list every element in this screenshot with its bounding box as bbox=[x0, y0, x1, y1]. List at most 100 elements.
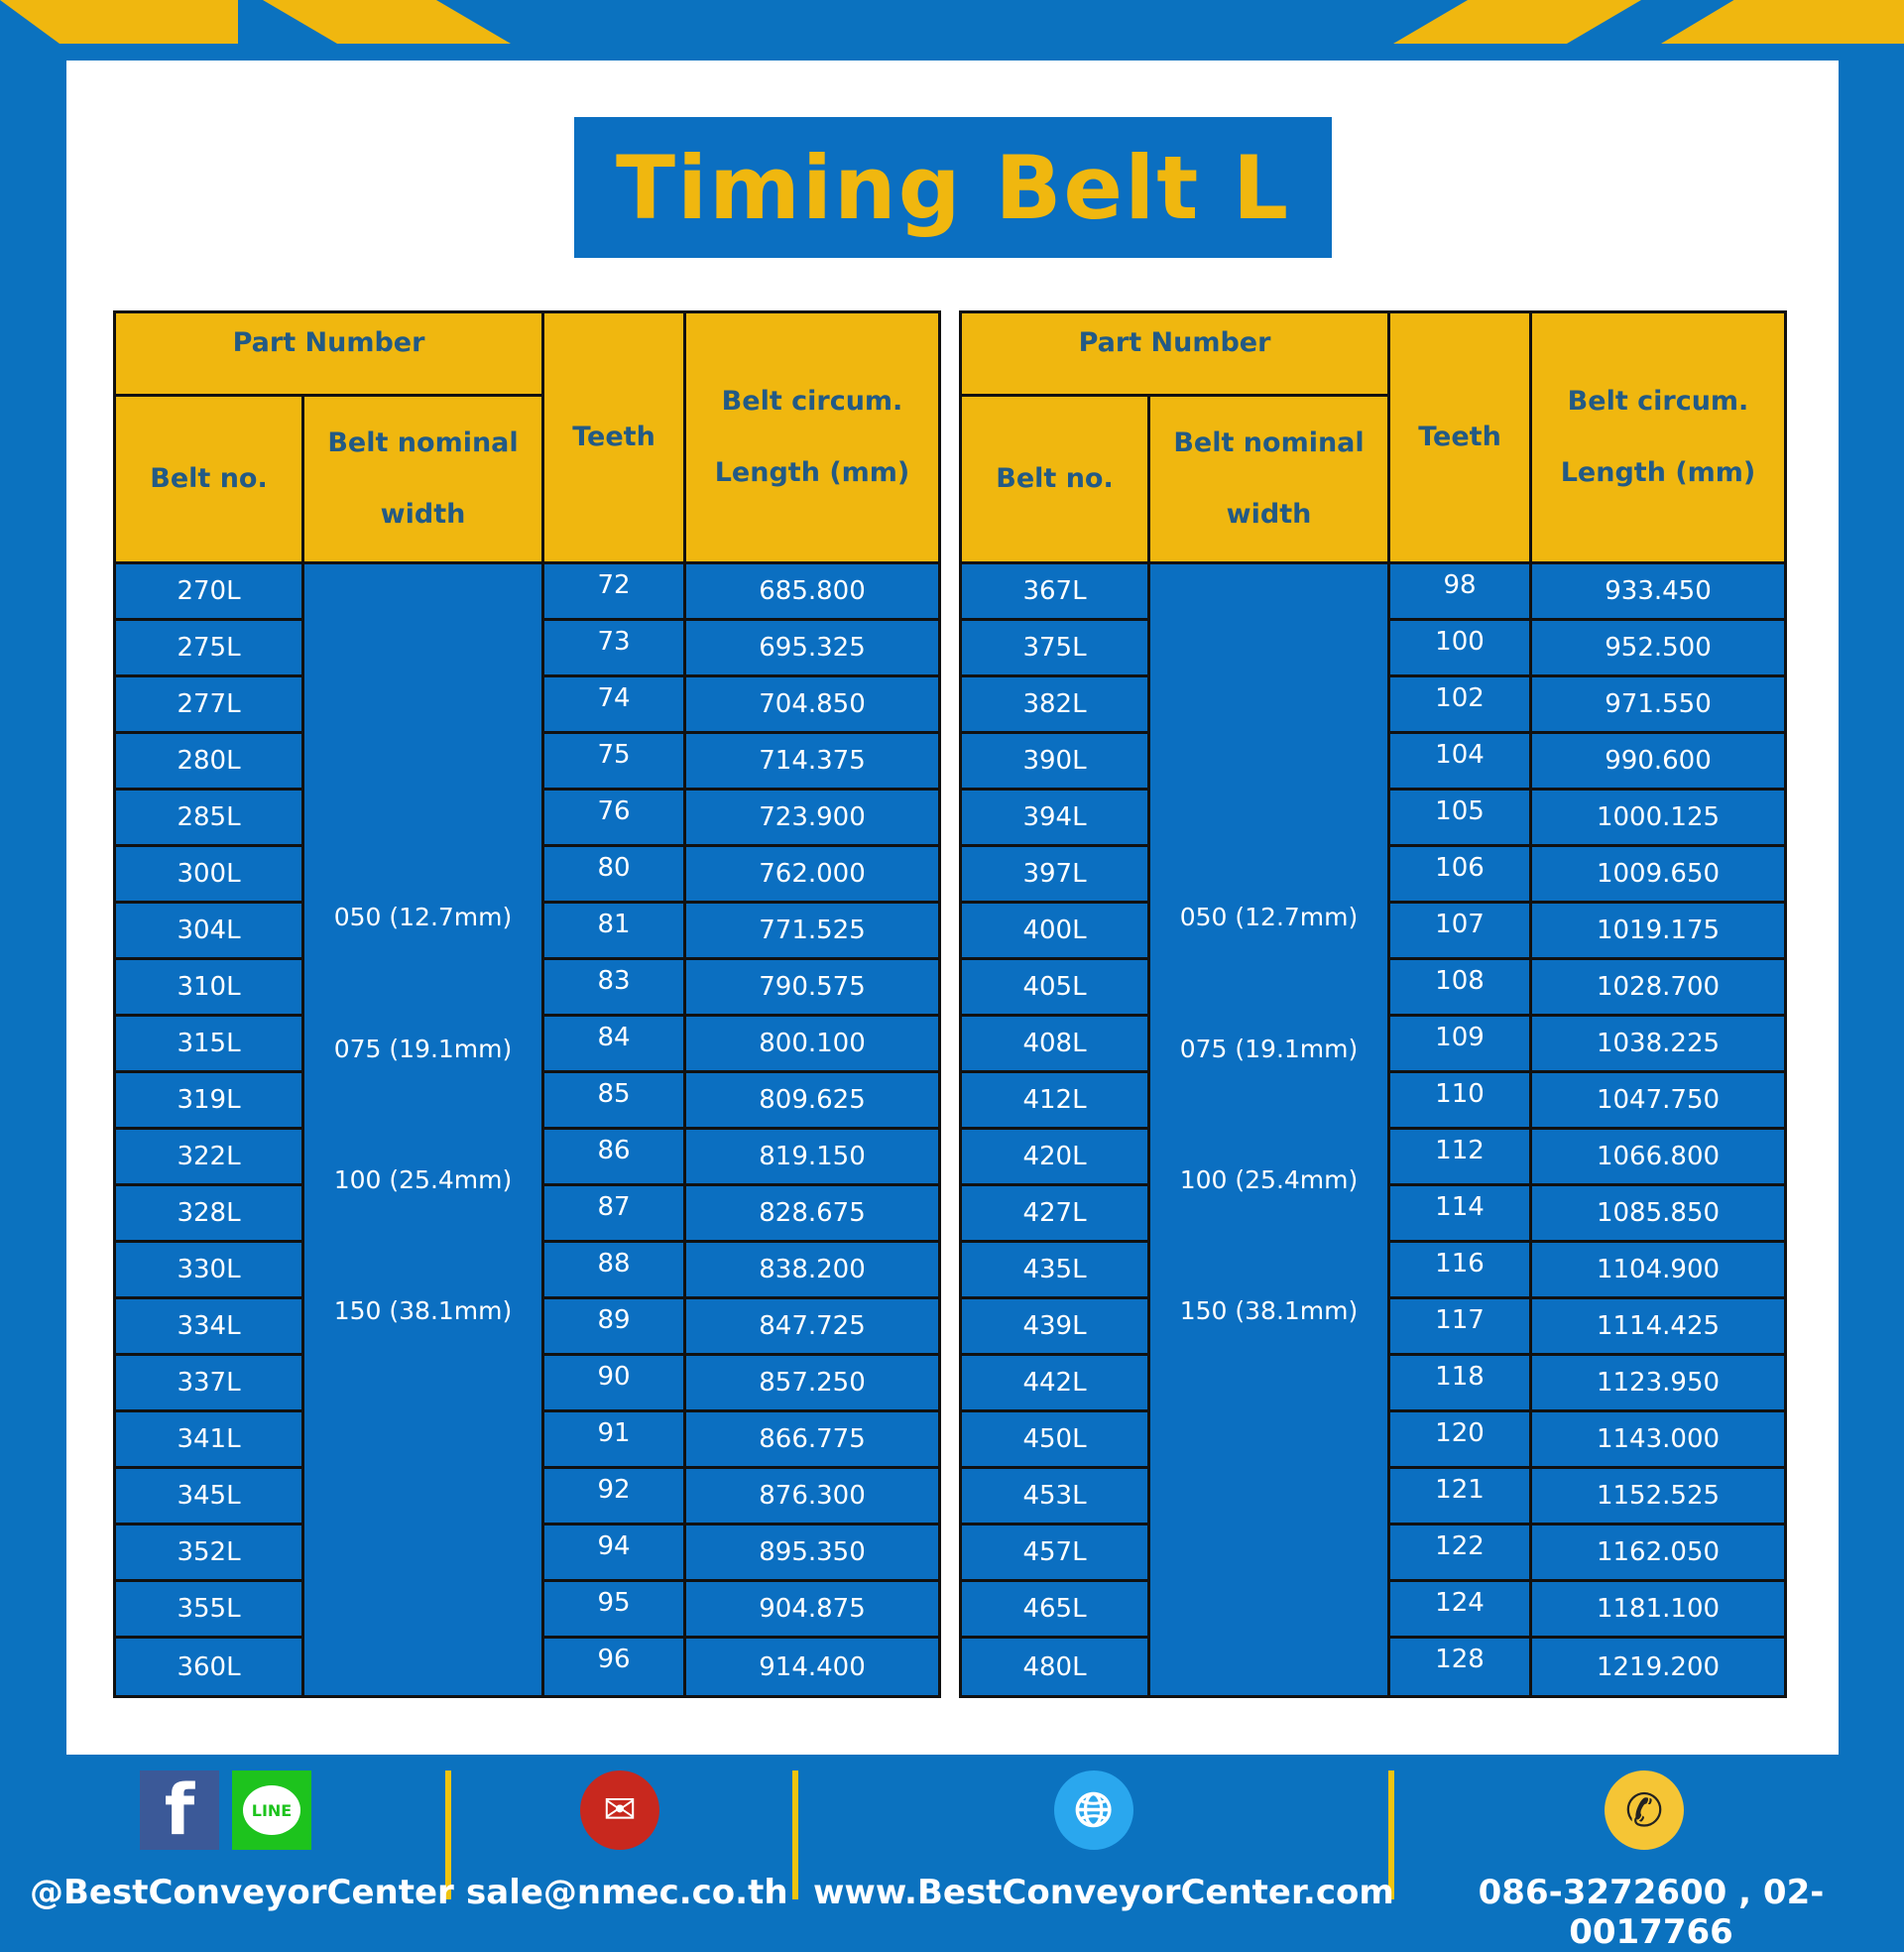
teeth-cell: 104 bbox=[1390, 734, 1532, 791]
teeth-cell: 98 bbox=[1390, 564, 1532, 621]
length-cell: 1009.650 bbox=[1532, 847, 1784, 904]
email-link[interactable]: sale@nmec.co.th bbox=[466, 1873, 788, 1912]
belt-no-cell: 397L bbox=[962, 847, 1150, 904]
belt-no-cell: 277L bbox=[116, 677, 304, 734]
phone-icon[interactable]: ✆ bbox=[1605, 1770, 1684, 1850]
website-link[interactable]: www.BestConveyorCenter.com bbox=[813, 1873, 1394, 1912]
teeth-cell: 112 bbox=[1390, 1130, 1532, 1186]
belt-no-cell: 405L bbox=[962, 960, 1150, 1017]
line-icon[interactable]: LINE bbox=[232, 1770, 311, 1850]
nominal-width-value: 075 (19.1mm) bbox=[333, 1035, 513, 1063]
belt-no-cell: 330L bbox=[116, 1243, 304, 1299]
teeth-cell: 84 bbox=[544, 1017, 686, 1073]
nominal-width-value: 150 (38.1mm) bbox=[1179, 1296, 1359, 1325]
teeth-cell: 86 bbox=[544, 1130, 686, 1186]
header-teeth: Teeth bbox=[544, 313, 686, 561]
nominal-width-value: 150 (38.1mm) bbox=[333, 1296, 513, 1325]
teeth-cell: 118 bbox=[1390, 1356, 1532, 1412]
length-cell: 1104.900 bbox=[1532, 1243, 1784, 1299]
teeth-cell: 96 bbox=[544, 1639, 686, 1695]
globe-icon[interactable]: 🌐︎ bbox=[1054, 1770, 1133, 1850]
footer-divider bbox=[1388, 1770, 1394, 1899]
length-cell: 933.450 bbox=[1532, 564, 1784, 621]
nominal-width-value: 050 (12.7mm) bbox=[333, 903, 513, 931]
belt-no-cell: 334L bbox=[116, 1299, 304, 1356]
page-title: Timing Belt L bbox=[615, 136, 1291, 239]
nominal-width-value: 100 (25.4mm) bbox=[333, 1165, 513, 1194]
teeth-cell: 116 bbox=[1390, 1243, 1532, 1299]
belt-no-cell: 337L bbox=[116, 1356, 304, 1412]
teeth-cell: 107 bbox=[1390, 904, 1532, 960]
length-cell: 904.875 bbox=[686, 1582, 938, 1639]
table-header: Part Number Belt no. Belt nominal width Tee… bbox=[116, 313, 938, 564]
decor-stripe bbox=[0, 0, 238, 44]
belt-no-cell: 360L bbox=[116, 1639, 304, 1695]
length-cell: 723.900 bbox=[686, 791, 938, 847]
belt-no-cell: 435L bbox=[962, 1243, 1150, 1299]
belt-no-cell: 480L bbox=[962, 1639, 1150, 1695]
line-label: LINE bbox=[243, 1785, 300, 1835]
length-cell: 866.775 bbox=[686, 1412, 938, 1469]
belt-no-cell: 394L bbox=[962, 791, 1150, 847]
belt-no-cell: 300L bbox=[116, 847, 304, 904]
belt-no-cell: 420L bbox=[962, 1130, 1150, 1186]
belt-no-cell: 412L bbox=[962, 1073, 1150, 1130]
belt-no-cell: 304L bbox=[116, 904, 304, 960]
length-cell: 857.250 bbox=[686, 1356, 938, 1412]
teeth-cell: 74 bbox=[544, 677, 686, 734]
length-cell: 990.600 bbox=[1532, 734, 1784, 791]
belt-no-cell: 375L bbox=[962, 621, 1150, 677]
length-cell: 838.200 bbox=[686, 1243, 938, 1299]
teeth-cell: 81 bbox=[544, 904, 686, 960]
length-cell: 790.575 bbox=[686, 960, 938, 1017]
teeth-cell: 80 bbox=[544, 847, 686, 904]
length-cell: 828.675 bbox=[686, 1186, 938, 1243]
nominal-width-cell: 050 (12.7mm) 075 (19.1mm) 100 (25.4mm) 150 … bbox=[304, 564, 544, 1695]
length-cell: 1152.525 bbox=[1532, 1469, 1784, 1525]
teeth-cell: 76 bbox=[544, 791, 686, 847]
belt-no-cell: 450L bbox=[962, 1412, 1150, 1469]
title-banner: Timing Belt L bbox=[574, 117, 1332, 258]
length-cell: 714.375 bbox=[686, 734, 938, 791]
belt-no-cell: 390L bbox=[962, 734, 1150, 791]
belt-no-cell: 367L bbox=[962, 564, 1150, 621]
social-handle[interactable]: @BestConveyorCenter bbox=[30, 1873, 454, 1912]
belt-no-cell: 352L bbox=[116, 1525, 304, 1582]
teeth-cell: 109 bbox=[1390, 1017, 1532, 1073]
belt-no-cell: 453L bbox=[962, 1469, 1150, 1525]
length-cell: 1219.200 bbox=[1596, 1651, 1721, 1682]
decor-stripe bbox=[263, 0, 511, 44]
header-teeth: Teeth bbox=[1390, 313, 1532, 561]
phone-numbers[interactable]: 086-3272600 , 02-0017766 bbox=[1478, 1873, 1825, 1952]
teeth-cell: 121 bbox=[1390, 1469, 1532, 1525]
email-icon[interactable]: ✉ bbox=[580, 1770, 659, 1850]
belt-no-cell: 280L bbox=[116, 734, 304, 791]
length-cell: 1000.125 bbox=[1532, 791, 1784, 847]
belt-table-left: Part Number Belt no. Belt nominal width Tee… bbox=[113, 310, 941, 1698]
belt-no-cell: 382L bbox=[962, 677, 1150, 734]
belt-no-cell: 275L bbox=[116, 621, 304, 677]
belt-no-cell: 465L bbox=[962, 1582, 1150, 1639]
length-cell: 1028.700 bbox=[1532, 960, 1784, 1017]
length-cell: 809.625 bbox=[686, 1073, 938, 1130]
header-belt-nominal-width: Belt nominal width bbox=[1150, 397, 1390, 561]
length-cell: 847.725 bbox=[686, 1299, 938, 1356]
facebook-icon[interactable]: f bbox=[140, 1769, 219, 1851]
length-cell: 1162.050 bbox=[1532, 1525, 1784, 1582]
belt-no-cell: 400L bbox=[962, 904, 1150, 960]
teeth-cell: 106 bbox=[1390, 847, 1532, 904]
teeth-cell: 88 bbox=[544, 1243, 686, 1299]
nominal-width-cell: 050 (12.7mm) 075 (19.1mm) 100 (25.4mm) 150 … bbox=[1150, 564, 1390, 1695]
teeth-cell: 92 bbox=[544, 1469, 686, 1525]
length-cell: 1181.100 bbox=[1532, 1582, 1784, 1639]
length-cell: 819.150 bbox=[686, 1130, 938, 1186]
nominal-width-value: 100 (25.4mm) bbox=[1179, 1165, 1359, 1194]
teeth-cell: 122 bbox=[1390, 1525, 1532, 1582]
length-cell: 952.500 bbox=[1532, 621, 1784, 677]
teeth-cell: 73 bbox=[544, 621, 686, 677]
footer-divider bbox=[445, 1770, 451, 1899]
header-length: Belt circum. Length (mm) bbox=[1560, 386, 1756, 488]
header-part-number: Part Number bbox=[962, 313, 1390, 397]
teeth-cell: 108 bbox=[1390, 960, 1532, 1017]
teeth-cell: 83 bbox=[544, 960, 686, 1017]
